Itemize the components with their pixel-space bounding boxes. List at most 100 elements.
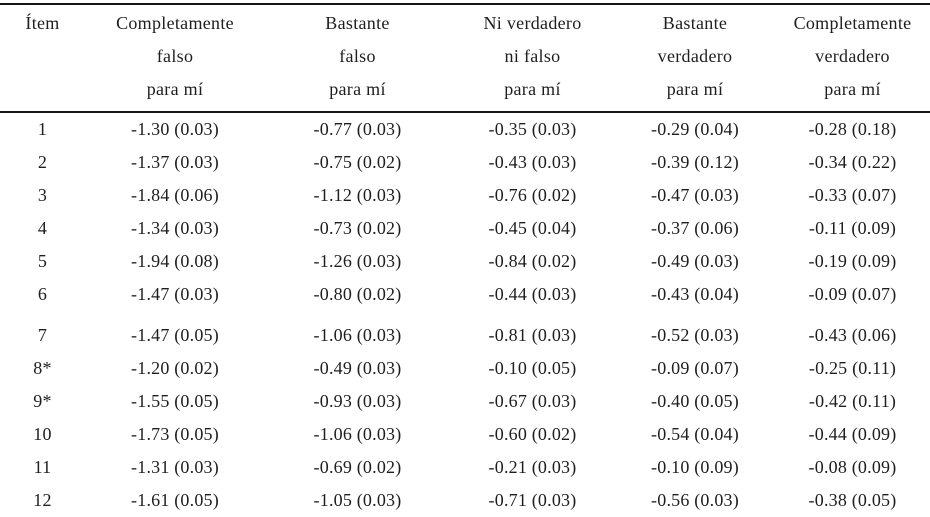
item-cell: 6 <box>37 284 48 304</box>
table-row: 1 -1.30 (0.03) -0.77 (0.03) -0.35 (0.03) -0.… <box>0 112 930 146</box>
item-cell: 9* <box>33 391 52 411</box>
value-cell: -1.06 (0.03) <box>313 325 402 345</box>
value-cell: -0.69 (0.02) <box>313 457 402 477</box>
header-line: Ítem <box>25 13 60 33</box>
value-cell: -0.45 (0.04) <box>488 218 577 238</box>
value-cell: -0.80 (0.02) <box>313 284 402 304</box>
table-row: 11 -1.31 (0.03) -0.69 (0.02) -0.21 (0.03) -0… <box>0 451 930 484</box>
value-cell: -1.05 (0.03) <box>313 490 402 510</box>
header-line: Bastante <box>662 13 728 33</box>
value-cell: -0.10 (0.05) <box>488 358 577 378</box>
column-header-bastante-verdadero: Bastante verdadero para mí <box>615 4 775 112</box>
value-cell: -0.93 (0.03) <box>313 391 402 411</box>
value-cell: -0.44 (0.09) <box>808 424 897 444</box>
column-header-ni-verdadero-ni-falso: Ni verdadero ni falso para mí <box>450 4 615 112</box>
header-line: ni falso <box>504 46 561 66</box>
value-cell: -0.33 (0.07) <box>808 185 897 205</box>
item-cell: 5 <box>37 251 48 271</box>
value-cell: -0.84 (0.02) <box>488 251 577 271</box>
value-cell: -1.47 (0.05) <box>131 325 219 345</box>
value-cell: -0.56 (0.03) <box>651 490 739 510</box>
item-cell: 3 <box>37 185 48 205</box>
value-cell: -0.42 (0.11) <box>808 391 897 411</box>
value-cell: -0.11 (0.09) <box>808 218 897 238</box>
item-cell: 4 <box>37 218 48 238</box>
value-cell: -0.44 (0.03) <box>488 284 577 304</box>
value-cell: -0.38 (0.05) <box>808 490 897 510</box>
value-cell: -0.60 (0.02) <box>488 424 577 444</box>
item-cell: 1 <box>37 119 48 139</box>
header-line: Completamente <box>793 13 912 33</box>
value-cell: -0.10 (0.09) <box>651 457 739 477</box>
header-line: Completamente <box>116 13 234 33</box>
value-cell: -1.84 (0.06) <box>131 185 219 205</box>
item-thresholds-table: Ítem Completamente falso para mí Bastant… <box>0 3 930 517</box>
value-cell: -0.43 (0.06) <box>808 325 897 345</box>
value-cell: -0.54 (0.04) <box>651 424 739 444</box>
value-cell: -0.76 (0.02) <box>488 185 577 205</box>
value-cell: -1.34 (0.03) <box>131 218 219 238</box>
value-cell: -0.43 (0.03) <box>488 152 577 172</box>
table-row: 7 -1.47 (0.05) -1.06 (0.03) -0.81 (0.03) -0.… <box>0 311 930 352</box>
table-body: 1 -1.30 (0.03) -0.77 (0.03) -0.35 (0.03) -0.… <box>0 112 930 517</box>
value-cell: -0.08 (0.09) <box>808 457 897 477</box>
value-cell: -0.28 (0.18) <box>808 119 897 139</box>
value-cell: -1.20 (0.02) <box>131 358 219 378</box>
header-line: verdadero <box>657 46 733 66</box>
value-cell: -0.81 (0.03) <box>488 325 577 345</box>
table-header: Ítem Completamente falso para mí Bastant… <box>0 4 930 112</box>
value-cell: -0.47 (0.03) <box>651 185 739 205</box>
header-line: falso <box>339 46 376 66</box>
value-cell: -0.75 (0.02) <box>313 152 402 172</box>
value-cell: -0.40 (0.05) <box>651 391 739 411</box>
item-cell: 8* <box>33 358 52 378</box>
table-row: 8* -1.20 (0.02) -0.49 (0.03) -0.10 (0.05) -0… <box>0 352 930 385</box>
header-line: para mí <box>146 79 204 99</box>
value-cell: -1.06 (0.03) <box>313 424 402 444</box>
table-row: 5 -1.94 (0.08) -1.26 (0.03) -0.84 (0.02) -0.… <box>0 245 930 278</box>
value-cell: -1.26 (0.03) <box>313 251 402 271</box>
value-cell: -0.39 (0.12) <box>651 152 739 172</box>
item-cell: 11 <box>33 457 52 477</box>
header-line: para mí <box>504 79 561 99</box>
item-cell: 10 <box>33 424 52 444</box>
value-cell: -1.30 (0.03) <box>131 119 219 139</box>
item-cell: 2 <box>37 152 48 172</box>
value-cell: -0.21 (0.03) <box>488 457 577 477</box>
header-line: falso <box>156 46 194 66</box>
value-cell: -1.55 (0.05) <box>131 391 219 411</box>
value-cell: -0.77 (0.03) <box>313 119 402 139</box>
value-cell: -0.09 (0.07) <box>808 284 897 304</box>
value-cell: -0.49 (0.03) <box>651 251 739 271</box>
value-cell: -0.52 (0.03) <box>651 325 739 345</box>
header-line: para mí <box>666 79 724 99</box>
value-cell: -1.12 (0.03) <box>313 185 402 205</box>
header-line: Bastante <box>325 13 390 33</box>
table-row: 3 -1.84 (0.06) -1.12 (0.03) -0.76 (0.02) -0.… <box>0 179 930 212</box>
value-cell: -0.43 (0.04) <box>651 284 739 304</box>
header-line: verdadero <box>815 46 890 66</box>
header-line: para mí <box>824 79 881 99</box>
value-cell: -0.09 (0.07) <box>651 358 739 378</box>
value-cell: -0.34 (0.22) <box>808 152 897 172</box>
table-row: 4 -1.34 (0.03) -0.73 (0.02) -0.45 (0.04) -0.… <box>0 212 930 245</box>
header-line: para mí <box>329 79 386 99</box>
table-row: 2 -1.37 (0.03) -0.75 (0.02) -0.43 (0.03) -0.… <box>0 146 930 179</box>
item-cell: 7 <box>37 325 48 345</box>
table-row: 6 -1.47 (0.03) -0.80 (0.02) -0.44 (0.03) -0.… <box>0 278 930 311</box>
column-header-completamente-verdadero: Completamente verdadero para mí <box>775 4 930 112</box>
table-row: 10 -1.73 (0.05) -1.06 (0.03) -0.60 (0.02) -0… <box>0 418 930 451</box>
value-cell: -1.31 (0.03) <box>131 457 219 477</box>
value-cell: -0.29 (0.04) <box>651 119 739 139</box>
table-row: 9* -1.55 (0.05) -0.93 (0.03) -0.67 (0.03) -0… <box>0 385 930 418</box>
value-cell: -1.37 (0.03) <box>131 152 219 172</box>
item-cell: 12 <box>33 490 52 510</box>
value-cell: -0.71 (0.03) <box>488 490 577 510</box>
value-cell: -0.37 (0.06) <box>651 218 739 238</box>
value-cell: -0.25 (0.11) <box>808 358 897 378</box>
value-cell: -0.73 (0.02) <box>313 218 402 238</box>
value-cell: -1.47 (0.03) <box>131 284 219 304</box>
value-cell: -1.73 (0.05) <box>131 424 219 444</box>
value-cell: -0.35 (0.03) <box>488 119 577 139</box>
